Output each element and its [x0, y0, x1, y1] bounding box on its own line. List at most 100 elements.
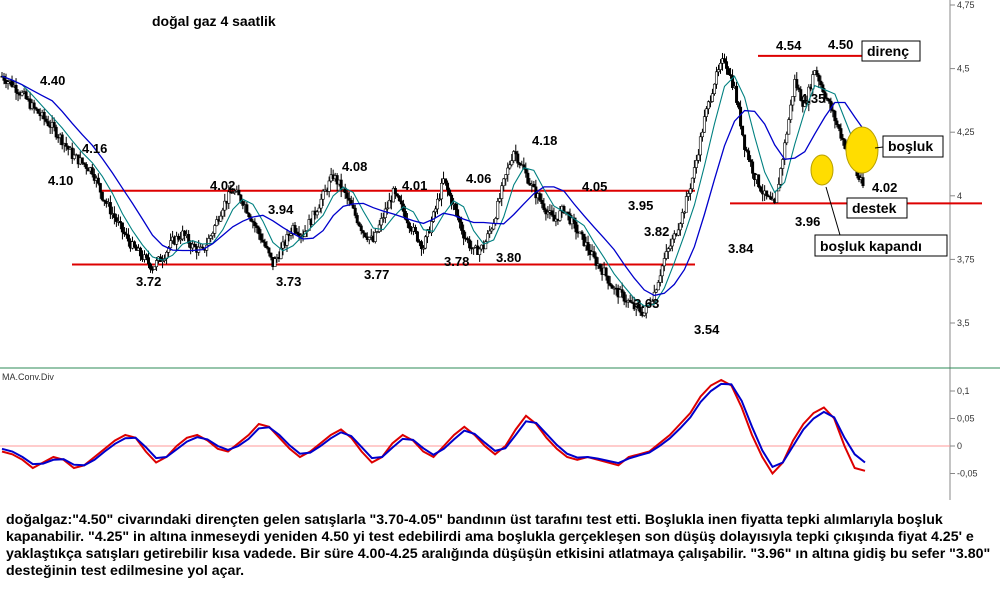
candle-body — [819, 80, 823, 86]
candle-body — [179, 238, 183, 241]
destek-label: destek — [852, 200, 897, 216]
candle-body — [488, 230, 492, 235]
candle-body — [749, 159, 753, 163]
candle-body — [815, 70, 819, 76]
candle-body — [716, 69, 720, 73]
price-level-label: 4.02 — [210, 178, 235, 193]
candle-body — [247, 212, 251, 218]
candle-body — [566, 211, 570, 214]
candle-body — [267, 247, 271, 254]
candle-body — [20, 91, 24, 96]
chart-title: doğal gaz 4 saatlik — [152, 13, 276, 29]
direnc-label: direnç — [867, 43, 909, 59]
candle-body — [126, 234, 130, 242]
candle-body — [349, 200, 353, 206]
candle-body — [835, 120, 839, 125]
candle-body — [662, 258, 666, 267]
candle-body — [231, 192, 235, 194]
candle-body — [799, 89, 803, 101]
candle-body — [781, 159, 785, 169]
candle-body — [245, 204, 249, 214]
candles — [0, 52, 865, 319]
candle-body — [735, 85, 739, 103]
candle-body — [690, 177, 694, 190]
candle-body — [213, 225, 217, 234]
candle-body — [827, 98, 831, 102]
candle-body — [504, 174, 508, 180]
candle-body — [423, 236, 427, 249]
candle-body — [526, 172, 530, 184]
candle-body — [60, 134, 64, 146]
candle-body — [96, 177, 100, 184]
candle-body — [524, 168, 528, 174]
candle-body — [725, 61, 729, 69]
candle-body — [319, 198, 323, 209]
candle-body — [183, 230, 187, 236]
candle-body — [789, 104, 793, 120]
candle-body — [769, 196, 773, 200]
candle-body — [219, 215, 223, 222]
price-level-label: 4.16 — [82, 141, 107, 156]
candle-body — [582, 233, 586, 246]
candle-body — [269, 252, 273, 258]
candle-body — [114, 217, 118, 222]
candle-body — [295, 231, 299, 234]
price-labels: 4.40 4.16 4.10 3.72 4.02 3.94 3.73 4.08 4.01 3.77… — [40, 37, 897, 337]
candle-body — [273, 258, 277, 267]
price-level-label: 3.63 — [634, 296, 659, 311]
candle-body — [682, 211, 686, 214]
candle-body — [36, 108, 40, 114]
candle-body — [833, 110, 837, 122]
candle-body — [434, 208, 438, 213]
candle-body — [153, 266, 157, 270]
direnc-box: direnç — [861, 40, 921, 62]
candle-body — [253, 221, 257, 227]
candle-body — [630, 301, 634, 304]
candle-body — [265, 245, 269, 249]
candle-body — [656, 282, 660, 291]
price-level-label: 4.40 — [40, 73, 65, 88]
price-level-label: 3.80 — [496, 250, 521, 265]
candle-body — [729, 74, 733, 76]
candle-body — [10, 80, 14, 87]
price-level-label: 4.05 — [582, 179, 607, 194]
candle-body — [841, 137, 845, 140]
candle-body — [241, 201, 245, 206]
candle-body — [562, 206, 566, 214]
candle-body — [506, 167, 510, 175]
candle-body — [592, 251, 596, 258]
macd-signal-line — [1, 382, 866, 469]
candle-body — [233, 191, 237, 193]
candle-body — [72, 154, 76, 159]
candle-body — [311, 210, 315, 225]
candle-body — [516, 153, 520, 164]
candle-body — [120, 222, 124, 233]
candle-body — [751, 161, 755, 174]
candle-body — [678, 223, 682, 231]
candle-body — [429, 221, 433, 234]
candle-body — [787, 119, 791, 135]
candle-body — [112, 213, 116, 218]
candle-body — [367, 237, 371, 240]
candle-body — [84, 164, 88, 169]
candle-body — [718, 62, 722, 70]
candle-body — [431, 211, 435, 222]
candle-body — [714, 71, 718, 85]
candle-body — [52, 122, 56, 128]
candle-body — [90, 167, 94, 175]
price-level-label: 4.10 — [48, 173, 73, 188]
candle-body — [359, 225, 363, 232]
candle-body — [454, 203, 458, 210]
candle-body — [80, 157, 84, 164]
candle-body — [710, 93, 714, 102]
price-panel — [0, 0, 950, 368]
candle-body — [124, 233, 128, 236]
candle-body — [82, 162, 86, 165]
candle-body — [550, 210, 554, 216]
candle-body — [660, 265, 664, 277]
price-level-label: 4.50 — [828, 37, 853, 52]
candle-body — [552, 214, 556, 222]
candle-body — [193, 243, 197, 247]
candle-body — [861, 177, 865, 187]
candle-body — [279, 247, 283, 260]
